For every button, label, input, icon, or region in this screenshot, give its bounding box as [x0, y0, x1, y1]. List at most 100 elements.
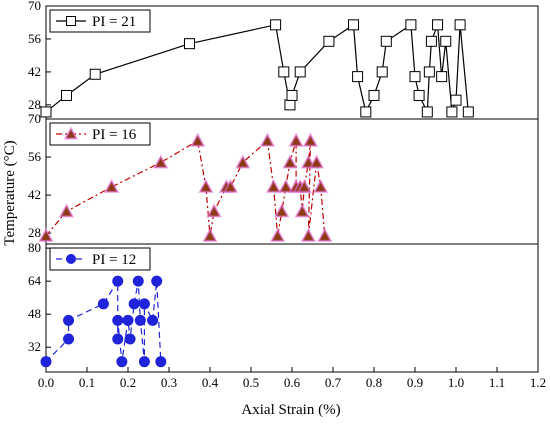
panel-2-legend-label: PI = 16	[92, 127, 137, 143]
x-axis-title: Axial Strain (%)	[241, 402, 340, 418]
panel-3-point-9	[122, 314, 134, 326]
panel-1-point-8	[286, 89, 298, 101]
panel-1-point-7	[284, 99, 296, 111]
panel-3-legend-box	[49, 247, 151, 271]
panel-1-point-22	[425, 35, 437, 47]
panel-1-legend-marker	[66, 16, 76, 26]
panel-1-point-1	[40, 106, 52, 118]
panel-1-point-16	[380, 35, 392, 47]
panel-3-point-17	[151, 275, 163, 287]
panel-2-point-13	[265, 178, 282, 193]
panel-3-point-6	[112, 333, 124, 345]
panel-3-y-tick-label-4: 80	[28, 240, 41, 255]
panel-2-point-17	[282, 154, 298, 169]
panel-2-point-28	[317, 227, 333, 242]
panel-3-point-1	[40, 356, 52, 368]
panel-1-point-15	[376, 66, 388, 78]
x-tick-label-5: 0.4	[202, 375, 219, 390]
x-tick-label-2: 0.1	[79, 375, 95, 390]
panel-2-y-tick-label-4: 70	[28, 111, 41, 126]
panel-2-point-12	[259, 132, 276, 147]
panel-3-point-15	[138, 298, 150, 310]
x-tick-label-3: 0.2	[120, 375, 136, 390]
panel-1-point-12	[352, 71, 364, 83]
x-tick-label-12: 1.1	[489, 375, 505, 390]
panel-3-point-5	[112, 275, 124, 287]
panel-2-point-22	[296, 178, 312, 193]
panel-3-point-7	[112, 314, 124, 326]
panel-3-point-11	[128, 298, 140, 310]
panel-2-point-1	[38, 227, 54, 242]
panel-2-point-16	[278, 178, 294, 193]
panel-1-point-17	[405, 19, 417, 31]
panel-1-point-2	[61, 89, 72, 101]
panel-3-point-10	[124, 333, 136, 345]
panel-2-y-tick-label-3: 56	[28, 149, 42, 164]
panel-1-point-19	[413, 89, 425, 101]
panel-2-point-27	[313, 178, 329, 193]
x-tick-label-1: 0.0	[38, 375, 54, 390]
panel-3-point-13	[134, 314, 146, 326]
panel-1-legend-label: PI = 21	[92, 14, 136, 30]
panel-2-y-tick-label-1: 28	[28, 225, 41, 240]
x-tick-label-6: 0.5	[243, 375, 259, 390]
panel-3-point-12	[132, 275, 144, 287]
panel-3-legend-label: PI = 12	[92, 252, 136, 268]
panel-2-legend-marker	[63, 126, 79, 140]
panel-2-point-15	[274, 203, 290, 218]
panel-1-point-11	[348, 19, 359, 31]
panel-3-point-3	[63, 314, 75, 326]
panel-3-point-2	[63, 333, 75, 345]
panel-3-y-tick-label-3: 64	[28, 273, 42, 288]
panel-1-point-10	[323, 35, 335, 47]
panel-3-point-4	[97, 298, 109, 310]
panel-1-point-9	[294, 66, 306, 78]
panel-1-point-29	[462, 106, 474, 118]
panel-2-point-25	[300, 227, 317, 242]
panel-1-point-21	[423, 66, 435, 78]
panel-2-point-24	[302, 132, 319, 147]
panel-1-point-13	[360, 106, 372, 118]
panel-2-point-21	[294, 203, 310, 218]
panel-1-point-27	[450, 94, 462, 106]
panel-2-point-2	[58, 203, 75, 218]
panel-2-point-7	[202, 227, 218, 242]
panel-1-y-tick-label-2: 42	[28, 64, 41, 79]
y-axis-title: Temperature (°C)	[2, 140, 18, 245]
panel-1-point-4	[184, 38, 195, 50]
x-tick-label-4: 0.3	[161, 375, 177, 390]
panel-1-point-3	[89, 68, 101, 80]
panel-2-y-tick-label-2: 42	[28, 187, 41, 202]
panel-1-y-tick-label-3: 56	[28, 31, 42, 46]
panel-1-point-23	[432, 19, 444, 31]
panel-2-point-5	[190, 132, 206, 147]
x-tick-label-7: 0.6	[284, 375, 301, 390]
panel-3-y-tick-label-1: 32	[28, 339, 41, 354]
panel-1-legend-box	[49, 9, 151, 33]
panel-3-y-tick-label-2: 48	[28, 306, 41, 321]
panel-1-point-14	[368, 89, 380, 101]
panel-1-point-5	[270, 19, 282, 31]
panel-1-point-24	[436, 71, 448, 83]
panel-2-point-8	[206, 203, 222, 218]
panel-1-point-20	[421, 106, 433, 118]
x-tick-label-10: 0.9	[407, 375, 423, 390]
panel-2-point-26	[308, 154, 325, 169]
panel-1-point-18	[409, 71, 421, 83]
panel-3-point-18	[155, 356, 167, 368]
panel-3-legend-marker	[66, 254, 76, 264]
panel-1-point-26	[446, 106, 458, 118]
x-tick-label-11: 1.0	[448, 375, 464, 390]
panel-1-series-line	[45, 23, 469, 115]
panel-2-point-6	[198, 178, 214, 193]
panel-2-point-10	[222, 178, 239, 193]
panel-1-point-25	[440, 35, 452, 47]
panel-2-point-14	[269, 227, 286, 242]
panel-3-point-16	[147, 314, 159, 326]
panel-1-y-tick-label-4: 70	[28, 0, 41, 13]
panel-3-point-14	[138, 356, 150, 368]
panel-1-y-tick-label-1: 28	[28, 97, 41, 112]
x-tick-label-8: 0.7	[325, 375, 342, 390]
panel-1-point-28	[454, 19, 466, 31]
